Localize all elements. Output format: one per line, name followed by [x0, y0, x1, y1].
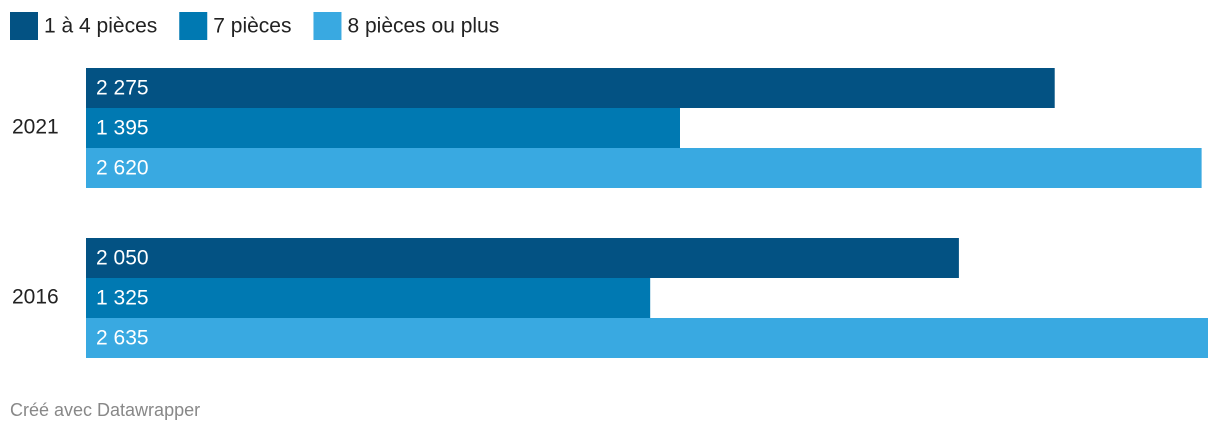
bar: [86, 318, 1208, 358]
bar: [86, 278, 651, 318]
category-label: 2016: [12, 286, 59, 309]
value-label: 2 635: [96, 327, 149, 350]
value-label: 2 620: [96, 157, 149, 180]
category-label: 2021: [12, 116, 59, 139]
legend-swatch: [179, 12, 208, 40]
legend-label: 7 pièces: [213, 15, 291, 38]
legend-swatch: [313, 12, 342, 40]
bar: [86, 148, 1202, 188]
bar: [86, 108, 680, 148]
value-label: 1 395: [96, 117, 149, 140]
bar: [86, 68, 1055, 108]
value-label: 1 325: [96, 287, 149, 310]
legend-label: 8 pièces ou plus: [347, 15, 499, 38]
legend-swatch: [10, 12, 38, 40]
value-label: 2 050: [96, 247, 149, 270]
bar: [86, 238, 959, 278]
legend-label: 1 à 4 pièces: [44, 15, 157, 38]
value-label: 2 275: [96, 77, 149, 100]
credit: Créé avec Datawrapper: [10, 400, 200, 420]
